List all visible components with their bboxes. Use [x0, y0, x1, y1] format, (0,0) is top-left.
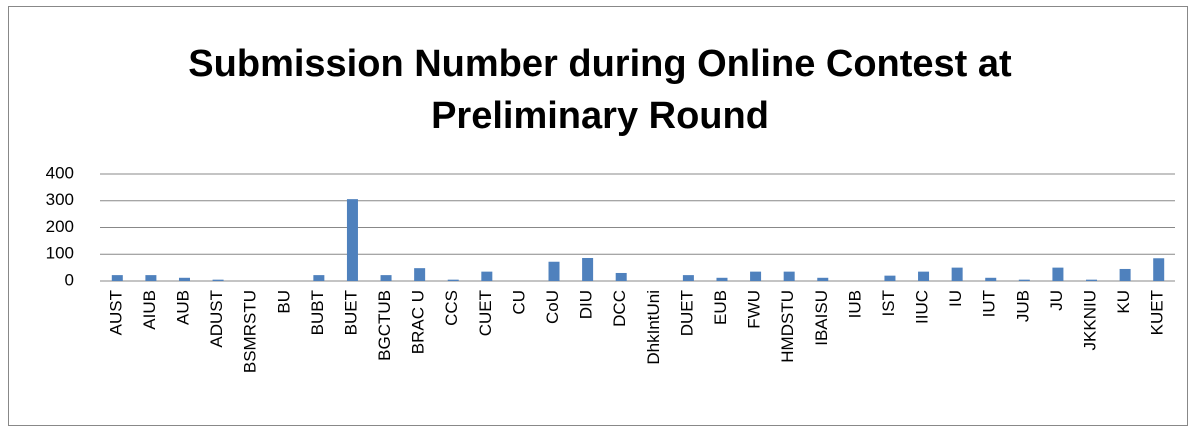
x-tick-label: JUB	[1013, 290, 1032, 322]
x-tick-label: BGCTUB	[375, 290, 394, 361]
x-tick-label: DCC	[610, 290, 629, 327]
y-tick-label: 300	[46, 190, 74, 209]
x-tick-label: CoU	[543, 290, 562, 324]
bar	[985, 277, 997, 281]
chart-frame	[8, 6, 1188, 426]
bar	[145, 275, 157, 281]
y-tick-label: 100	[46, 244, 74, 263]
bar	[615, 272, 627, 281]
x-tick-label: DIU	[577, 290, 596, 319]
bar	[481, 271, 493, 281]
chart-title: Submission Number during Online Contest …	[188, 43, 1012, 137]
x-tick-label: ADUST	[207, 290, 226, 348]
x-tick-label: KU	[1114, 290, 1133, 314]
bar	[380, 275, 392, 281]
x-tick-label: DhkIntUni	[644, 290, 663, 365]
bar	[682, 275, 694, 281]
x-tick-label: IUB	[845, 290, 864, 318]
bar	[951, 267, 963, 281]
bar	[582, 257, 594, 281]
x-tick-label: FWU	[745, 290, 764, 329]
bar	[817, 277, 829, 281]
x-tick-label: CCS	[442, 290, 461, 326]
x-tick-label: JU	[1047, 290, 1066, 311]
y-tick-label: 200	[46, 217, 74, 236]
x-tick-label: IUT	[980, 290, 999, 317]
x-tick-label: BUET	[341, 290, 360, 335]
bar	[918, 271, 930, 281]
bar	[111, 275, 123, 281]
bar	[1086, 279, 1098, 281]
x-tick-label: HMDSTU	[778, 290, 797, 363]
bar	[212, 279, 224, 281]
x-tick-label: IIUC	[913, 290, 932, 324]
bar	[1153, 258, 1165, 281]
x-tick-label: BRAC U	[409, 290, 428, 354]
x-tick-label: AUST	[106, 290, 125, 335]
x-tick-label: IST	[879, 290, 898, 316]
bar	[1119, 268, 1131, 281]
bar	[884, 275, 896, 281]
bar	[1052, 267, 1064, 281]
x-tick-label: IU	[946, 290, 965, 307]
x-tick-label: BU	[274, 290, 293, 314]
x-tick-label: BSMRSTU	[241, 290, 260, 373]
bar	[346, 199, 358, 281]
x-tick-label: DUET	[677, 290, 696, 336]
x-tick-label: IBAISU	[812, 290, 831, 346]
bar	[716, 277, 728, 281]
bar	[548, 261, 560, 281]
x-tick-label: EUB	[711, 290, 730, 325]
bar	[447, 279, 459, 281]
x-tick-label: KUET	[1148, 290, 1167, 335]
x-tick-label: JKKNIU	[1081, 290, 1100, 350]
bar	[313, 275, 325, 281]
bar	[178, 277, 190, 281]
x-tick-label: CU	[509, 290, 528, 315]
bar	[783, 271, 795, 281]
x-tick-label: BUBT	[308, 290, 327, 335]
bar	[750, 271, 762, 281]
y-tick-label: 400	[46, 163, 74, 182]
x-tick-label: AIUB	[140, 290, 159, 330]
bar	[1018, 279, 1030, 281]
y-tick-label: 0	[65, 270, 74, 289]
bar	[414, 268, 426, 281]
x-tick-label: CUET	[476, 290, 495, 336]
x-tick-label: AUB	[173, 290, 192, 325]
